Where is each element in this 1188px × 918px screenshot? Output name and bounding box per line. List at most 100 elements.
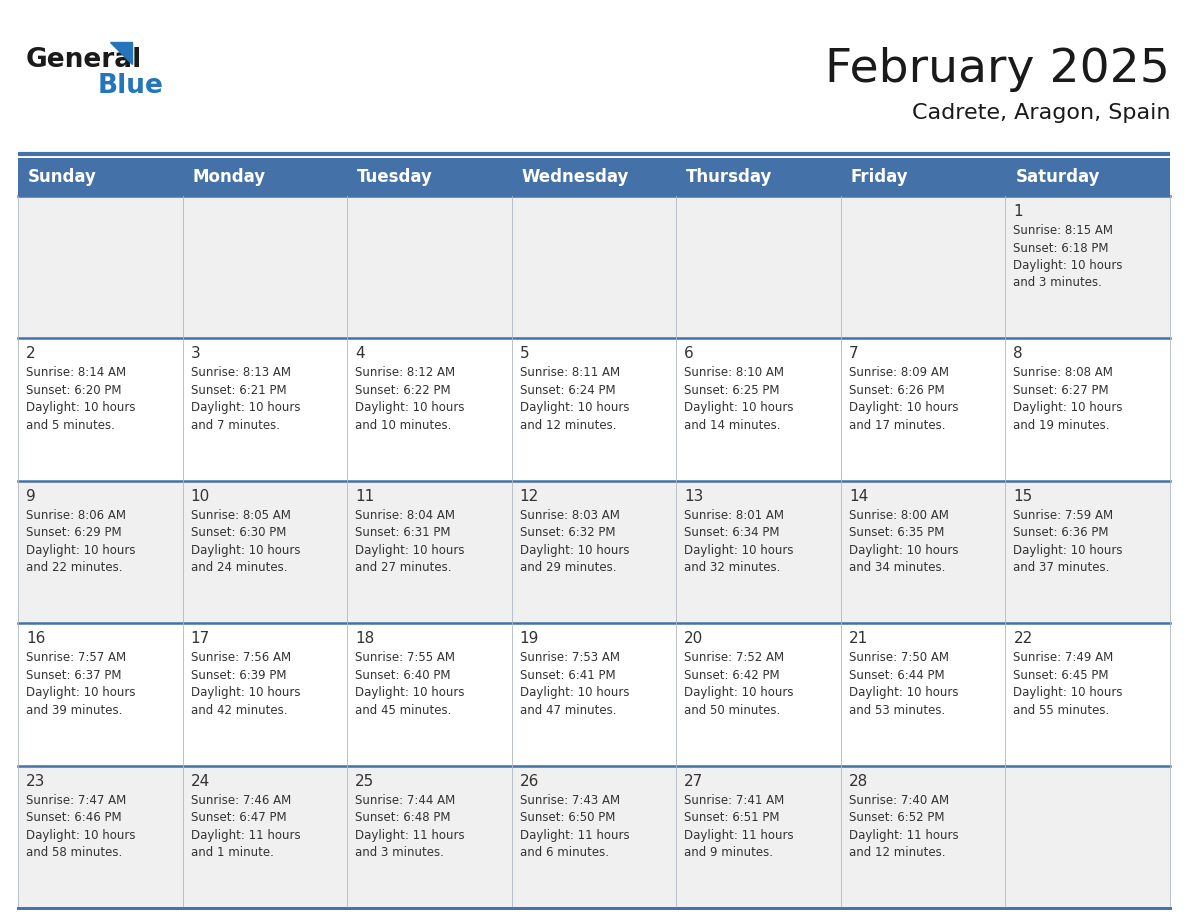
- Text: Sunset: 6:32 PM: Sunset: 6:32 PM: [519, 526, 615, 539]
- Text: General: General: [26, 47, 143, 73]
- Text: Sunset: 6:41 PM: Sunset: 6:41 PM: [519, 668, 615, 682]
- Text: Daylight: 10 hours: Daylight: 10 hours: [684, 401, 794, 414]
- Text: and 27 minutes.: and 27 minutes.: [355, 561, 451, 575]
- Text: Sunset: 6:26 PM: Sunset: 6:26 PM: [849, 384, 944, 397]
- Text: 25: 25: [355, 774, 374, 789]
- Text: Daylight: 10 hours: Daylight: 10 hours: [190, 686, 301, 700]
- Text: Sunset: 6:40 PM: Sunset: 6:40 PM: [355, 668, 450, 682]
- Text: Sunrise: 8:00 AM: Sunrise: 8:00 AM: [849, 509, 949, 521]
- Text: 13: 13: [684, 488, 703, 504]
- Text: and 24 minutes.: and 24 minutes.: [190, 561, 287, 575]
- Text: Thursday: Thursday: [687, 168, 772, 186]
- Text: and 10 minutes.: and 10 minutes.: [355, 419, 451, 431]
- Text: 1: 1: [1013, 204, 1023, 219]
- Text: Sunrise: 7:57 AM: Sunrise: 7:57 AM: [26, 651, 126, 665]
- Text: and 29 minutes.: and 29 minutes.: [519, 561, 617, 575]
- Text: 26: 26: [519, 774, 539, 789]
- Text: Sunset: 6:51 PM: Sunset: 6:51 PM: [684, 812, 779, 824]
- Text: Sunset: 6:39 PM: Sunset: 6:39 PM: [190, 668, 286, 682]
- Text: February 2025: February 2025: [826, 48, 1170, 93]
- Text: Daylight: 10 hours: Daylight: 10 hours: [519, 686, 630, 700]
- Text: Sunrise: 8:15 AM: Sunrise: 8:15 AM: [1013, 224, 1113, 237]
- Text: Sunset: 6:46 PM: Sunset: 6:46 PM: [26, 812, 121, 824]
- Text: Sunset: 6:47 PM: Sunset: 6:47 PM: [190, 812, 286, 824]
- Text: Sunrise: 8:05 AM: Sunrise: 8:05 AM: [190, 509, 290, 521]
- Text: 20: 20: [684, 632, 703, 646]
- Text: Sunrise: 7:43 AM: Sunrise: 7:43 AM: [519, 793, 620, 807]
- Text: and 19 minutes.: and 19 minutes.: [1013, 419, 1110, 431]
- Text: Blue: Blue: [97, 73, 164, 99]
- Text: Daylight: 10 hours: Daylight: 10 hours: [190, 401, 301, 414]
- Text: Daylight: 10 hours: Daylight: 10 hours: [26, 543, 135, 557]
- Text: 24: 24: [190, 774, 210, 789]
- Text: Daylight: 10 hours: Daylight: 10 hours: [684, 543, 794, 557]
- Text: 9: 9: [26, 488, 36, 504]
- Text: Sunset: 6:24 PM: Sunset: 6:24 PM: [519, 384, 615, 397]
- Text: and 3 minutes.: and 3 minutes.: [1013, 276, 1102, 289]
- Text: 6: 6: [684, 346, 694, 362]
- Text: Sunset: 6:45 PM: Sunset: 6:45 PM: [1013, 668, 1108, 682]
- Text: Daylight: 11 hours: Daylight: 11 hours: [849, 829, 959, 842]
- Text: Sunrise: 7:50 AM: Sunrise: 7:50 AM: [849, 651, 949, 665]
- Text: Sunset: 6:36 PM: Sunset: 6:36 PM: [1013, 526, 1108, 539]
- Text: Sunrise: 8:09 AM: Sunrise: 8:09 AM: [849, 366, 949, 379]
- Text: Daylight: 10 hours: Daylight: 10 hours: [1013, 686, 1123, 700]
- Text: 3: 3: [190, 346, 201, 362]
- Text: Daylight: 10 hours: Daylight: 10 hours: [190, 543, 301, 557]
- Text: Daylight: 10 hours: Daylight: 10 hours: [849, 543, 959, 557]
- Text: Sunset: 6:22 PM: Sunset: 6:22 PM: [355, 384, 450, 397]
- Text: Sunrise: 8:08 AM: Sunrise: 8:08 AM: [1013, 366, 1113, 379]
- Text: Sunrise: 8:10 AM: Sunrise: 8:10 AM: [684, 366, 784, 379]
- Text: Saturday: Saturday: [1016, 168, 1100, 186]
- Text: Daylight: 10 hours: Daylight: 10 hours: [355, 686, 465, 700]
- Text: 10: 10: [190, 488, 210, 504]
- Text: and 3 minutes.: and 3 minutes.: [355, 846, 444, 859]
- Text: Daylight: 10 hours: Daylight: 10 hours: [1013, 259, 1123, 272]
- Text: Daylight: 11 hours: Daylight: 11 hours: [684, 829, 794, 842]
- Text: and 9 minutes.: and 9 minutes.: [684, 846, 773, 859]
- Text: 7: 7: [849, 346, 859, 362]
- Text: Daylight: 10 hours: Daylight: 10 hours: [26, 686, 135, 700]
- Text: Sunset: 6:37 PM: Sunset: 6:37 PM: [26, 668, 121, 682]
- Text: Sunrise: 8:13 AM: Sunrise: 8:13 AM: [190, 366, 291, 379]
- Text: Wednesday: Wednesday: [522, 168, 630, 186]
- Text: 8: 8: [1013, 346, 1023, 362]
- Bar: [18, 196, 1170, 339]
- Text: and 50 minutes.: and 50 minutes.: [684, 704, 781, 717]
- Text: Daylight: 10 hours: Daylight: 10 hours: [26, 401, 135, 414]
- Text: Sunset: 6:42 PM: Sunset: 6:42 PM: [684, 668, 779, 682]
- Text: Sunrise: 8:06 AM: Sunrise: 8:06 AM: [26, 509, 126, 521]
- Text: Daylight: 11 hours: Daylight: 11 hours: [190, 829, 301, 842]
- Text: Daylight: 10 hours: Daylight: 10 hours: [684, 686, 794, 700]
- Text: and 7 minutes.: and 7 minutes.: [190, 419, 279, 431]
- Text: Sunrise: 7:41 AM: Sunrise: 7:41 AM: [684, 793, 784, 807]
- Text: Sunset: 6:25 PM: Sunset: 6:25 PM: [684, 384, 779, 397]
- Bar: [18, 766, 1170, 908]
- Text: Sunrise: 8:12 AM: Sunrise: 8:12 AM: [355, 366, 455, 379]
- Text: Daylight: 11 hours: Daylight: 11 hours: [355, 829, 465, 842]
- Text: Sunset: 6:44 PM: Sunset: 6:44 PM: [849, 668, 944, 682]
- Text: Sunset: 6:29 PM: Sunset: 6:29 PM: [26, 526, 121, 539]
- Text: and 17 minutes.: and 17 minutes.: [849, 419, 946, 431]
- Text: and 47 minutes.: and 47 minutes.: [519, 704, 617, 717]
- Bar: [18, 481, 1170, 623]
- Text: Daylight: 11 hours: Daylight: 11 hours: [519, 829, 630, 842]
- Text: Sunset: 6:48 PM: Sunset: 6:48 PM: [355, 812, 450, 824]
- Text: Sunrise: 7:47 AM: Sunrise: 7:47 AM: [26, 793, 126, 807]
- Text: and 45 minutes.: and 45 minutes.: [355, 704, 451, 717]
- Text: Monday: Monday: [192, 168, 266, 186]
- Text: Sunset: 6:27 PM: Sunset: 6:27 PM: [1013, 384, 1110, 397]
- Text: and 55 minutes.: and 55 minutes.: [1013, 704, 1110, 717]
- Text: and 42 minutes.: and 42 minutes.: [190, 704, 287, 717]
- Bar: [18, 158, 1170, 196]
- Text: Daylight: 10 hours: Daylight: 10 hours: [26, 829, 135, 842]
- Text: Sunset: 6:50 PM: Sunset: 6:50 PM: [519, 812, 615, 824]
- Text: and 37 minutes.: and 37 minutes.: [1013, 561, 1110, 575]
- Text: Daylight: 10 hours: Daylight: 10 hours: [849, 401, 959, 414]
- Text: and 58 minutes.: and 58 minutes.: [26, 846, 122, 859]
- Text: Sunrise: 7:49 AM: Sunrise: 7:49 AM: [1013, 651, 1113, 665]
- Text: Sunrise: 8:14 AM: Sunrise: 8:14 AM: [26, 366, 126, 379]
- Text: Sunrise: 7:46 AM: Sunrise: 7:46 AM: [190, 793, 291, 807]
- Text: and 6 minutes.: and 6 minutes.: [519, 846, 608, 859]
- Text: Sunrise: 8:01 AM: Sunrise: 8:01 AM: [684, 509, 784, 521]
